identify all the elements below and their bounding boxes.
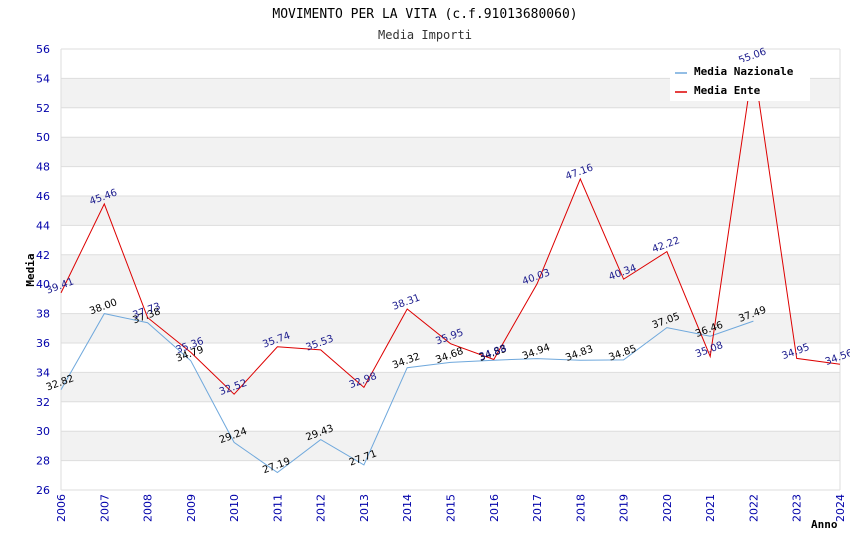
data-label-nazionale: 34.68 xyxy=(434,346,465,366)
y-tick-label: 38 xyxy=(36,308,50,321)
x-axis-label: Anno xyxy=(811,518,838,531)
x-tick-label: 2015 xyxy=(445,494,458,522)
y-tick-label: 52 xyxy=(36,102,50,115)
x-tick-label: 2021 xyxy=(704,494,717,522)
y-tick-label: 26 xyxy=(36,484,50,497)
grid-lines xyxy=(60,48,841,491)
x-tick-label: 2016 xyxy=(488,494,501,522)
y-tick-label: 48 xyxy=(36,161,50,174)
x-tick-label: 2012 xyxy=(315,494,328,522)
x-tick-label: 2009 xyxy=(185,494,198,522)
x-tick-label: 2020 xyxy=(661,494,674,522)
x-tick-label: 2013 xyxy=(358,494,371,522)
y-tick-label: 50 xyxy=(36,131,50,144)
x-tick-label: 2017 xyxy=(531,494,544,522)
grid-bands xyxy=(61,78,840,461)
x-tick-label: 2018 xyxy=(574,494,587,522)
x-tick-label: 2022 xyxy=(747,494,760,522)
y-tick-label: 40 xyxy=(36,278,50,291)
data-label-ente: 34.56 xyxy=(824,348,850,368)
legend-label-ente: Media Ente xyxy=(694,84,761,97)
grid-band xyxy=(61,431,840,461)
data-label-nazionale: 34.83 xyxy=(564,344,595,364)
x-tick-label: 2024 xyxy=(834,494,847,522)
y-tick-label: 32 xyxy=(36,396,50,409)
y-tick-label: 28 xyxy=(36,455,50,468)
y-tick-label: 44 xyxy=(36,219,50,232)
data-label-ente: 34.95 xyxy=(781,342,812,362)
x-tick-label: 2019 xyxy=(618,494,631,522)
x-axis-ticks: 2006 2007 2008 2009 2010 2011 2012 2013 2014 2015… xyxy=(55,494,847,522)
y-axis-label: Media xyxy=(24,253,37,286)
grid-band xyxy=(61,313,840,343)
y-tick-label: 34 xyxy=(36,366,50,379)
series-lines xyxy=(60,62,841,474)
y-tick-label: 46 xyxy=(36,190,50,203)
x-tick-label: 2011 xyxy=(271,494,284,522)
y-tick-label: 42 xyxy=(36,249,50,262)
series-line-nazionale xyxy=(60,313,754,474)
grid-band xyxy=(61,372,840,402)
legend: Media Nazionale Media Ente xyxy=(670,62,810,101)
x-tick-label: 2014 xyxy=(401,494,414,522)
grid-band xyxy=(61,254,840,285)
chart-subtitle: Media Importi xyxy=(378,28,472,42)
x-tick-label: 2010 xyxy=(228,494,241,522)
chart-title: MOVIMENTO PER LA VITA (c.f.91013680060) xyxy=(272,7,577,22)
series-line-ente xyxy=(60,62,841,395)
y-tick-label: 54 xyxy=(36,72,50,85)
y-tick-label: 36 xyxy=(36,337,50,350)
legend-label-nazionale: Media Nazionale xyxy=(694,65,794,78)
y-tick-label: 56 xyxy=(36,43,50,56)
y-axis-ticks: 26 28 30 32 34 36 38 40 42 44 46 48 50 52 54 56 xyxy=(36,43,50,497)
x-tick-label: 2006 xyxy=(55,494,68,522)
y-tick-label: 30 xyxy=(36,425,50,438)
x-tick-label: 2007 xyxy=(98,494,111,522)
grid-band xyxy=(61,196,840,226)
x-tick-label: 2023 xyxy=(791,494,804,522)
grid-band xyxy=(61,137,840,167)
data-label-nazionale: 34.85 xyxy=(607,343,638,363)
x-tick-label: 2008 xyxy=(142,494,155,522)
